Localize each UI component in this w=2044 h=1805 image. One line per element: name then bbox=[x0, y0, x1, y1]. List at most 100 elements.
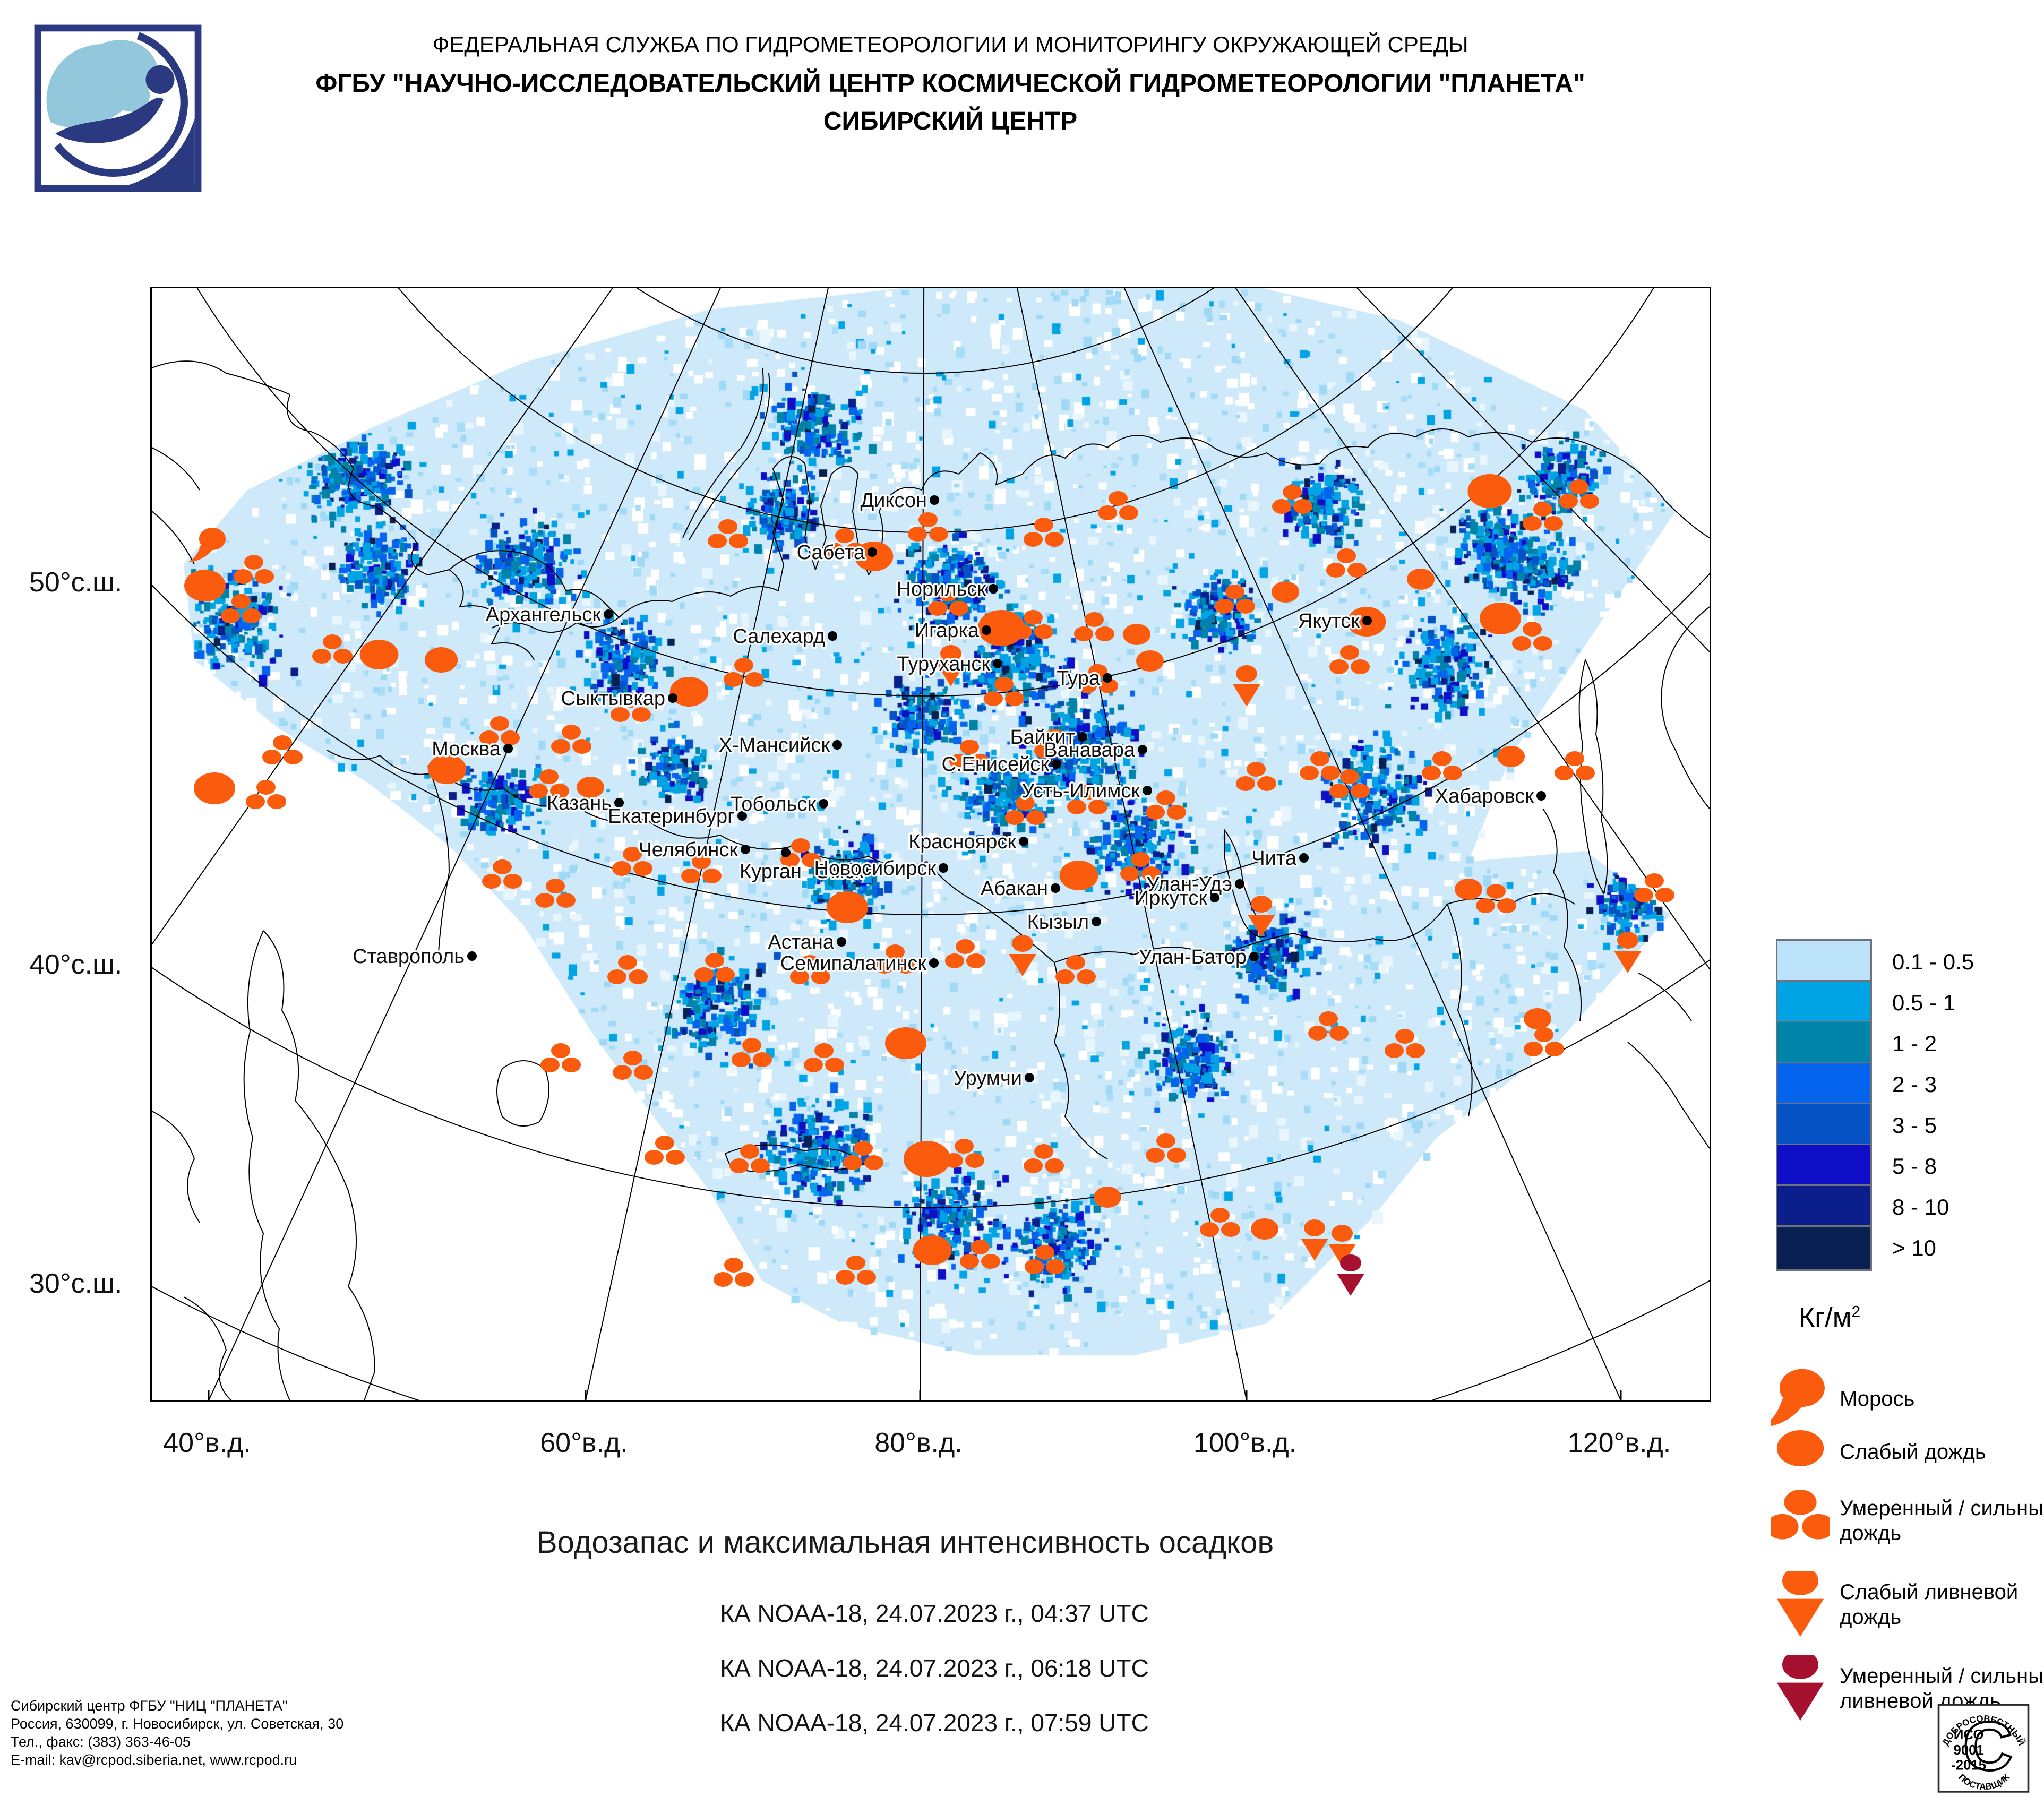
parallel-line bbox=[197, 288, 1654, 697]
parallel-line bbox=[152, 959, 1710, 1208]
city-dot bbox=[1092, 917, 1101, 926]
heavy-shower-icon bbox=[1776, 1655, 1824, 1721]
footer-line: E-mail: kav@rcpod.siberia.net, www.rcpod… bbox=[11, 1752, 297, 1768]
city-Урумчи: Урумчи bbox=[952, 1065, 1034, 1091]
legend-color-swatch bbox=[1776, 1144, 1872, 1189]
moderate-heavy-rain-marker bbox=[681, 854, 722, 883]
svg-text:-2015: -2015 bbox=[1951, 1758, 1986, 1773]
city-dot bbox=[1051, 883, 1060, 893]
legend-symbol-label: Морось bbox=[1840, 1387, 1915, 1411]
meridian-line bbox=[585, 288, 829, 1400]
light-rain-marker bbox=[1524, 1008, 1551, 1029]
city-label: Кызыл bbox=[1027, 911, 1089, 933]
city-Кызыл: Кызыл bbox=[1025, 909, 1101, 935]
legend-symbol-row: Морось bbox=[1771, 1369, 2044, 1426]
longitude-label: 120°в.д. bbox=[1567, 1428, 1671, 1458]
moderate-heavy-rain-marker bbox=[611, 693, 651, 722]
moderate-heavy-rain-marker bbox=[1146, 1133, 1186, 1163]
light-rain-marker bbox=[1497, 746, 1525, 767]
org-line-1: ФЕДЕРАЛЬНАЯ СЛУЖБА ПО ГИДРОМЕТЕОРОЛОГИИ … bbox=[432, 32, 1468, 57]
moderate-heavy-rain-marker bbox=[984, 677, 1024, 706]
satellite-pass: КА NOAA-18, 24.07.2023 г., 04:37 UTC bbox=[720, 1600, 1149, 1627]
city-dot bbox=[819, 799, 828, 809]
legend-range-label: > 10 bbox=[1892, 1235, 1936, 1260]
light-shower-marker bbox=[1009, 935, 1036, 976]
moderate-heavy-rain-icon bbox=[1771, 1490, 1830, 1540]
moderate-heavy-rain-marker bbox=[960, 1240, 1000, 1269]
city-label: Москва bbox=[432, 738, 501, 760]
planeta-logo-icon bbox=[34, 24, 202, 192]
moderate-heavy-rain-marker bbox=[1422, 751, 1462, 780]
legend-range-label: 8 - 10 bbox=[1892, 1194, 1949, 1219]
city-dot bbox=[467, 951, 477, 961]
city-label: Ставрополь bbox=[353, 946, 465, 968]
moderate-heavy-rain-marker bbox=[708, 519, 748, 548]
light-shower-marker bbox=[937, 645, 965, 686]
light-rain-marker bbox=[359, 640, 399, 669]
stamp-c-glyph: С bbox=[1963, 1707, 2013, 1785]
city-Семипалатинск: Семипалатинск bbox=[778, 951, 939, 977]
city-dot bbox=[1362, 616, 1372, 625]
city-label: Туруханск bbox=[897, 653, 990, 675]
coastline bbox=[1595, 447, 1710, 538]
coastline bbox=[682, 367, 770, 540]
light-rain-marker bbox=[194, 772, 235, 804]
moderate-heavy-rain-marker bbox=[732, 1038, 772, 1067]
city-Курган: Курган bbox=[738, 848, 804, 885]
moderate-heavy-rain-marker bbox=[1200, 1208, 1240, 1237]
legend-symbol-label: Умеренный / сильный ливневой дождь bbox=[1840, 1664, 2044, 1713]
legend-symbol-row: Умеренный / сильный дождь bbox=[1771, 1479, 2044, 1563]
meridian-line bbox=[152, 288, 613, 946]
light-rain-icon bbox=[1776, 1430, 1824, 1466]
city-label: Улан-Удэ bbox=[1146, 873, 1232, 896]
light-shower-icon bbox=[1776, 1571, 1824, 1637]
light-rain-marker bbox=[1123, 624, 1150, 645]
legend-row: 2 - 3 bbox=[1776, 1062, 1974, 1107]
city-Астана: Астана bbox=[766, 930, 846, 956]
legend-row: 0.1 - 0.5 bbox=[1776, 939, 1974, 985]
city-dot bbox=[503, 744, 513, 753]
city-dot bbox=[832, 740, 842, 750]
city-Архангельск: Архангельск bbox=[484, 602, 613, 628]
footer-line: Тел., факс: (383) 363-46-05 bbox=[11, 1734, 191, 1750]
moderate-heavy-rain-marker bbox=[1329, 769, 1370, 798]
city-label: Якутск bbox=[1298, 610, 1360, 632]
moderate-heavy-rain-marker bbox=[1024, 1144, 1064, 1173]
city-label: Тобольск bbox=[731, 793, 816, 815]
city-Улан-Удэ: Улан-Удэ bbox=[1145, 872, 1244, 898]
coastline bbox=[619, 586, 779, 618]
city-label: Красноярск bbox=[908, 831, 1016, 853]
moderate-heavy-rain-marker bbox=[1120, 852, 1161, 881]
light-rain-marker bbox=[577, 777, 604, 798]
city-Усть-Илимск: Усть-Илимск bbox=[1020, 778, 1152, 804]
city-dot bbox=[1143, 786, 1152, 795]
light-shower-marker bbox=[1614, 932, 1642, 973]
coastline bbox=[1578, 658, 1608, 895]
moderate-heavy-rain-marker bbox=[1025, 1245, 1065, 1274]
logo-cloud bbox=[46, 40, 159, 127]
moderate-heavy-rain-marker bbox=[1078, 664, 1118, 693]
legend-row: 1 - 2 bbox=[1776, 1021, 1974, 1067]
moderate-heavy-rain-marker bbox=[729, 1144, 770, 1173]
legend-row: 3 - 5 bbox=[1776, 1103, 1974, 1148]
moderate-heavy-rain-icon bbox=[1771, 1490, 1830, 1540]
city-dot bbox=[1249, 952, 1259, 961]
moderate-heavy-rain-marker bbox=[1555, 751, 1595, 780]
legend-range-label: 5 - 8 bbox=[1892, 1154, 1937, 1179]
coastline bbox=[868, 435, 1214, 575]
logo-corner-wedge bbox=[128, 118, 195, 185]
longitude-label: 60°в.д. bbox=[540, 1428, 628, 1458]
footer-contacts: Сибирский центр ФГБУ "НИЦ "ПЛАНЕТА" Росси… bbox=[11, 1697, 343, 1769]
city-Тобольск: Тобольск bbox=[728, 792, 828, 818]
city-Омск: Омск bbox=[813, 859, 875, 885]
city-dot bbox=[929, 958, 939, 968]
satellite-passes: КА NOAA-18, 24.07.2023 г., 04:37 UTC КА N… bbox=[53, 1599, 1816, 1763]
logo-wave bbox=[55, 97, 164, 143]
coastline bbox=[263, 930, 376, 1400]
light-rain-marker bbox=[184, 570, 226, 601]
meridian-line bbox=[1235, 288, 1710, 970]
city-label: Сабета bbox=[797, 542, 865, 564]
legend-symbol-row: Слабый дождь bbox=[1771, 1426, 2044, 1479]
moderate-heavy-rain-marker bbox=[1329, 645, 1370, 674]
legend-symbol-label: Слабый ливневой дождь bbox=[1840, 1580, 2019, 1629]
